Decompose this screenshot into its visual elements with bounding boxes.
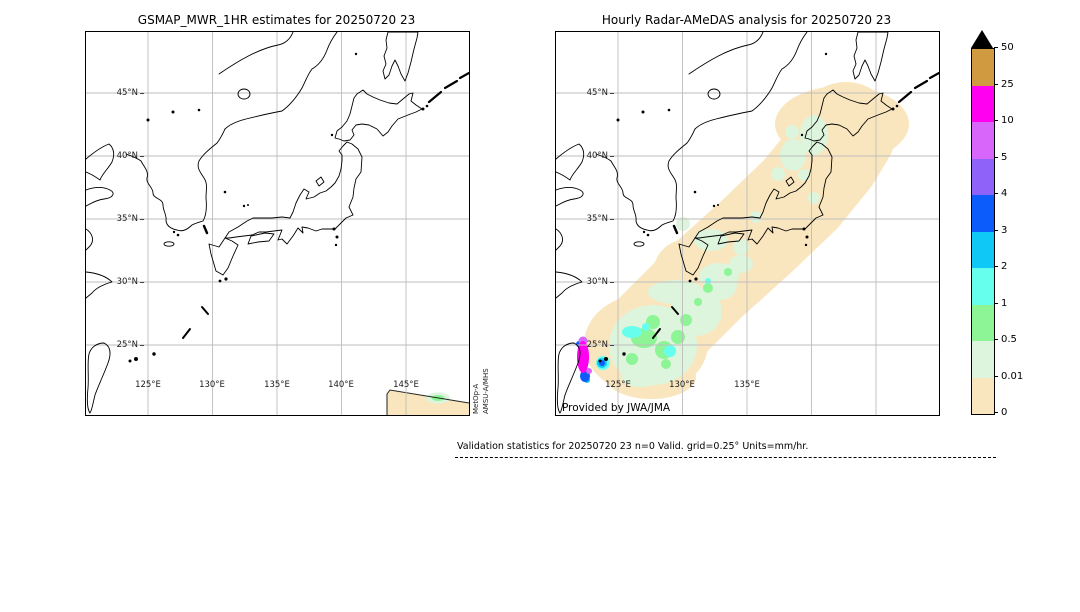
lon-label: 135°E <box>264 380 290 390</box>
lat-label: 30°N <box>574 276 614 288</box>
colorbar-tick: 3 <box>994 224 1007 237</box>
colorbar-segment <box>972 268 994 305</box>
satellite-annotation: MetOp-A AMSU-A/MHS <box>471 368 491 414</box>
lon-label: 145°E <box>393 380 419 390</box>
precip-magenta-layer <box>577 341 589 373</box>
lat-label: 40°N <box>574 150 614 162</box>
colorbar-segment <box>972 304 994 341</box>
lat-label: 25°N <box>574 339 614 351</box>
left-map-title: GSMAP_MWR_1HR estimates for 20250720 23 <box>137 13 416 27</box>
colorbar-segment <box>972 158 994 195</box>
colorbar-tick: 2 <box>994 260 1007 273</box>
lon-label: 130°E <box>669 380 695 390</box>
right-map-canvas <box>556 32 939 415</box>
lon-label: 125°E <box>605 380 631 390</box>
colorbar-tick: 0 <box>994 406 1007 419</box>
sensor-name: AMSU-A/MHS <box>482 368 490 414</box>
swath-corner-layer <box>386 389 469 415</box>
colorbar-segment <box>972 231 994 268</box>
lat-label: 35°N <box>574 213 614 225</box>
precip-light-layer <box>609 115 828 387</box>
colorbar-overflow-arrow <box>971 30 993 48</box>
left-map-canvas <box>86 32 469 415</box>
colorbar-segment <box>972 195 994 232</box>
validation-statistics-text: Validation statistics for 20250720 23 n=… <box>457 441 809 452</box>
colorbar-segment <box>972 49 994 86</box>
colorbar-tick: 25 <box>994 78 1014 91</box>
lat-label: 30°N <box>104 276 144 288</box>
colorbar-tick: 5 <box>994 151 1007 164</box>
right-map-panel: 45°N 40°N 35°N 30°N 25°N 125°E 130°E 135… <box>555 31 940 416</box>
data-credit: Provided by JWA/JMA <box>562 402 671 414</box>
colorbar-tick: 10 <box>994 114 1014 127</box>
colorbar-tick: 4 <box>994 187 1007 200</box>
lat-label: 25°N <box>104 339 144 351</box>
colorbar-tick: 50 <box>994 41 1014 54</box>
colorbar-segment <box>972 341 994 378</box>
lat-label: 35°N <box>104 213 144 225</box>
satellite-name: MetOp-A <box>472 383 480 414</box>
colorbar-tick: 0.01 <box>994 370 1023 383</box>
colorbar-tick: 1 <box>994 297 1007 310</box>
left-map-panel: 45°N 40°N 35°N 30°N 25°N 125°E 130°E 135… <box>85 31 470 416</box>
lon-label: 125°E <box>135 380 161 390</box>
swath-edge-line <box>386 389 469 415</box>
gridlines-layer <box>86 32 469 415</box>
dashed-separator <box>455 457 996 458</box>
lon-label: 135°E <box>734 380 760 390</box>
colorbar-tick: 0.5 <box>994 333 1017 346</box>
colorbar-segment <box>972 122 994 159</box>
coastline-layer <box>86 32 469 415</box>
colorbar <box>971 48 995 415</box>
lat-label: 40°N <box>104 150 144 162</box>
colorbar-segment <box>972 85 994 122</box>
colorbar-segment <box>972 377 994 414</box>
lon-label: 130°E <box>199 380 225 390</box>
lon-label: 140°E <box>328 380 354 390</box>
lat-label: 45°N <box>574 87 614 99</box>
lat-label: 45°N <box>104 87 144 99</box>
right-map-title: Hourly Radar-AMeDAS analysis for 2025072… <box>601 13 892 27</box>
